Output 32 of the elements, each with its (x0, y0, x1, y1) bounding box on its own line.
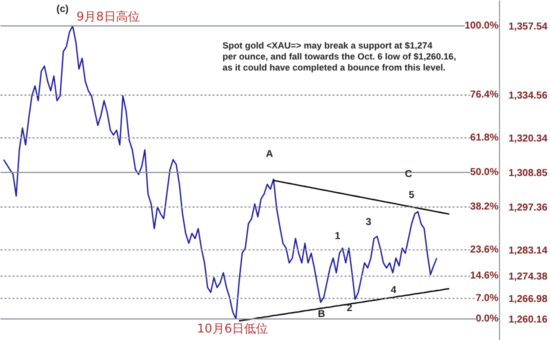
line-series (238, 288, 450, 322)
annotation: 4 (390, 285, 397, 296)
annotation: 3 (366, 217, 372, 228)
annotation: 9月8日高位 (76, 10, 140, 24)
annotation: 10月6日低位 (197, 322, 268, 336)
y-tick-label: 1,357.54 (508, 21, 548, 32)
annotation: (c) (56, 4, 69, 15)
annotation: 1 (334, 231, 341, 242)
line-series (272, 180, 450, 215)
annotation: 50.0% (470, 166, 499, 178)
annotation: C (404, 169, 412, 180)
y-tick-label: 1,334.56 (508, 90, 548, 102)
annotation: A (266, 149, 274, 160)
y-tick-label: 1,320.34 (508, 133, 548, 144)
y-tick-label: 1,274.38 (508, 272, 548, 283)
annotation: 5 (408, 190, 415, 201)
annotation: 100.0% (464, 20, 499, 32)
y-tick-label: 1,297.36 (508, 202, 548, 214)
annotation: Spot gold <XAU=> may break a support at $1,274 per ounce, and fall towards the Oct. 6 low of $1,260.16, as it could have completed a bounce from this level. (222, 40, 456, 72)
annotation: 2 (346, 303, 353, 314)
annotation: 61.8% (470, 132, 499, 144)
annotation: 23.6% (470, 244, 499, 256)
annotation: 38.2% (470, 202, 499, 213)
annotation: 14.6% (470, 270, 499, 282)
annotation: 7.0% (476, 292, 499, 304)
y-tick-label: 1,266.98 (508, 294, 548, 305)
annotation: 0.0% (476, 313, 499, 324)
y-tick-label: 1,308.85 (508, 168, 548, 179)
annotation: B (318, 309, 326, 320)
y-tick-label: 1,283.14 (508, 245, 548, 256)
annotation: 76.4% (470, 90, 499, 101)
y-tick-label: 1,260.16 (508, 314, 548, 326)
